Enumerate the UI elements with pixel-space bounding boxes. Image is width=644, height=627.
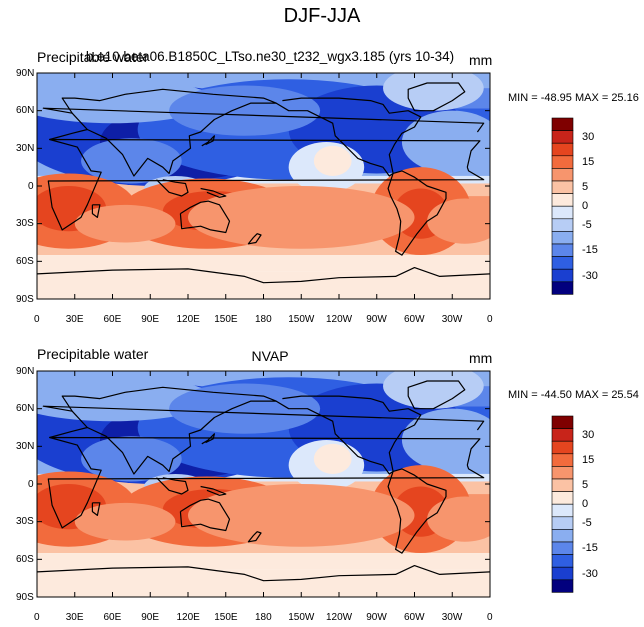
colorbar-box — [551, 218, 574, 232]
lon-label: 0 — [487, 313, 493, 325]
lat-label: 60S — [16, 255, 34, 267]
lon-label: 180 — [255, 611, 272, 623]
colorbar-box — [551, 516, 574, 530]
panel2-units: mm — [469, 350, 493, 366]
colorbar-box — [551, 205, 574, 220]
lat-label: 60N — [16, 105, 35, 117]
lon-label: 30W — [441, 611, 463, 623]
lat-label: 30N — [16, 440, 35, 452]
colorbar-box — [551, 579, 574, 593]
lat-label: 90N — [16, 67, 35, 79]
colorbar-label: -30 — [582, 269, 598, 282]
colorbar-label: -5 — [582, 517, 592, 530]
colorbar-box — [551, 168, 574, 182]
lon-label: 150W — [288, 611, 315, 623]
panel2-stats: MIN = -44.50 MAX = 25.54 — [508, 389, 639, 401]
colorbar-box — [551, 415, 574, 429]
panel1-left-title: Precipitable water — [37, 49, 149, 65]
contour-field-2 — [37, 371, 490, 597]
colorbar-label: 15 — [582, 454, 595, 467]
colorbar-box — [551, 566, 574, 581]
lon-label: 90W — [366, 611, 387, 623]
lat-label: 90S — [16, 293, 34, 305]
colorbar-box — [551, 231, 574, 245]
panel1-stats: MIN = -48.95 MAX = 25.16 — [508, 92, 639, 104]
lat-label: 0 — [28, 180, 34, 192]
colorbar-box — [551, 554, 574, 568]
panel2-center-title: NVAP — [251, 348, 289, 364]
colorbar-box — [551, 478, 574, 492]
lon-label: 60E — [103, 313, 122, 325]
colorbar-label: -5 — [582, 219, 592, 232]
lat-label: 30N — [16, 142, 35, 154]
lon-label: 0 — [34, 313, 40, 325]
colorbar-2 — [551, 415, 574, 593]
colorbar-box — [551, 491, 574, 505]
lon-label: 150E — [214, 313, 238, 325]
colorbar-label: 0 — [582, 498, 589, 511]
colorbar-box — [551, 243, 574, 257]
colorbar-label: 30 — [582, 130, 595, 143]
lon-label: 0 — [34, 611, 40, 623]
colorbar-box — [551, 142, 574, 157]
colorbar-box — [551, 180, 574, 194]
lon-label: 30E — [65, 313, 84, 325]
lat-label: 90N — [16, 365, 35, 377]
colorbar-label: 0 — [582, 200, 589, 213]
colorbar-box — [551, 193, 574, 207]
colorbar-label: 5 — [582, 479, 589, 492]
lat-label: 0 — [28, 478, 34, 490]
colorbar-box — [551, 155, 574, 169]
colorbar-box — [551, 503, 574, 518]
lon-label: 90E — [141, 611, 160, 623]
colorbar-box — [551, 541, 574, 555]
panel1-units: mm — [469, 52, 493, 68]
colorbar-box — [551, 117, 574, 131]
colorbar-label: 5 — [582, 181, 589, 194]
lon-label: 150W — [288, 313, 315, 325]
lon-label: 60W — [404, 611, 425, 623]
lat-label: 60N — [16, 403, 35, 415]
colorbar-box — [551, 268, 574, 283]
main-title: DJF-JJA — [283, 5, 361, 27]
panel2-left-title: Precipitable water — [37, 346, 149, 362]
colorbar-label: -15 — [582, 244, 598, 257]
panel1-center-title: b.e10.beta06.B1850C_LTso.ne30_t232_wgx3.… — [85, 49, 455, 64]
map-panel-2 — [36, 370, 491, 598]
colorbar-box — [551, 281, 574, 295]
lat-label: 60S — [16, 553, 34, 565]
lon-label: 30W — [441, 313, 463, 325]
colorbar-label: -15 — [582, 542, 598, 555]
lon-label: 90E — [141, 313, 160, 325]
lat-label: 90S — [16, 591, 34, 603]
lon-label: 180 — [255, 313, 272, 325]
lon-label: 90W — [366, 313, 387, 325]
colorbar-box — [551, 440, 574, 455]
lat-label: 30S — [16, 218, 34, 230]
lon-label: 120E — [176, 611, 200, 623]
colorbar-box — [551, 428, 574, 442]
lon-label: 120W — [326, 313, 353, 325]
colorbar-label: -30 — [582, 567, 598, 580]
lon-label: 30E — [65, 611, 84, 623]
colorbar-label: 30 — [582, 428, 595, 441]
map-panel-1 — [36, 72, 491, 300]
colorbar-box — [551, 256, 574, 270]
colorbar-box — [551, 466, 574, 480]
colorbar-label: 15 — [582, 156, 595, 169]
lat-label: 30S — [16, 516, 34, 528]
lon-label: 120W — [326, 611, 353, 623]
colorbar-box — [551, 529, 574, 543]
lon-label: 0 — [487, 611, 493, 623]
colorbar-box — [551, 453, 574, 467]
lon-label: 120E — [176, 313, 200, 325]
colorbar-box — [551, 130, 574, 144]
colorbar-1 — [551, 117, 574, 295]
contour-field-1 — [37, 73, 490, 299]
lon-label: 60W — [404, 313, 425, 325]
lon-label: 60E — [103, 611, 122, 623]
lon-label: 150E — [214, 611, 238, 623]
